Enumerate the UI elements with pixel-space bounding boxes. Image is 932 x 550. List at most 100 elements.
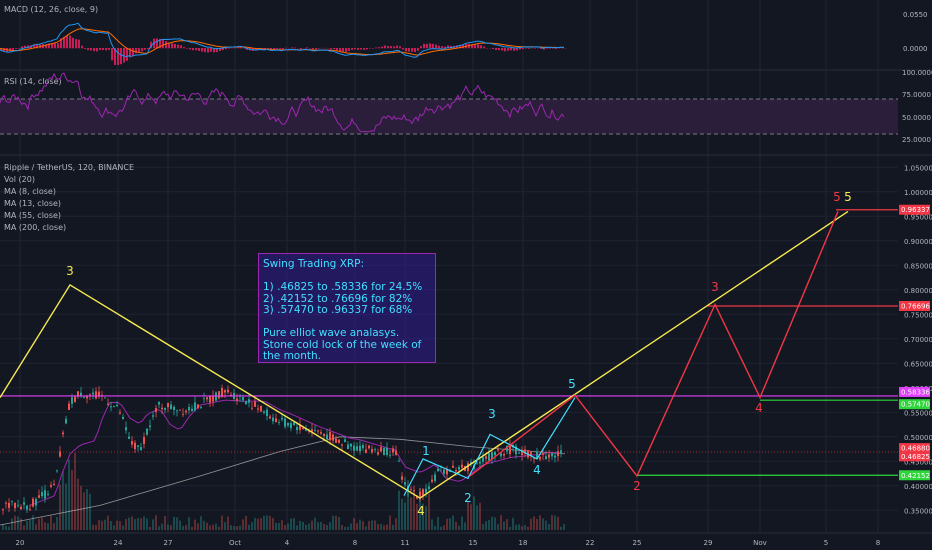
volume-bar xyxy=(71,469,73,530)
candle-body xyxy=(20,506,22,510)
volume-bar xyxy=(164,515,166,530)
candle-body xyxy=(353,445,355,451)
macd-histogram-bar xyxy=(441,46,443,49)
volume-bar xyxy=(542,518,544,530)
candle-body xyxy=(80,392,82,397)
price-tag xyxy=(899,300,930,311)
candle-body xyxy=(65,418,67,424)
yellow-wave-line[interactable] xyxy=(0,210,849,499)
candle-body xyxy=(104,397,106,399)
volume-bar xyxy=(536,518,538,530)
candle-body xyxy=(110,406,112,408)
volume-bar xyxy=(137,517,139,530)
volume-bar xyxy=(110,520,112,530)
legend-item[interactable]: MA (55, close) xyxy=(4,211,61,220)
wave-label-yellow: 4 xyxy=(417,504,425,518)
volume-bar xyxy=(299,520,301,530)
macd-histogram-bar xyxy=(330,48,332,50)
candle-body xyxy=(410,489,412,491)
candle-body xyxy=(545,456,547,460)
wave-labels: 3 4 5 1 2 3 4 5 2 3 4 5 xyxy=(66,190,852,518)
candle-body xyxy=(320,432,322,434)
volume-bar xyxy=(401,498,403,530)
volume-bar xyxy=(230,525,232,530)
volume-bar xyxy=(503,521,505,530)
candle-body xyxy=(413,490,415,492)
volume-bar xyxy=(5,525,7,530)
candle-body xyxy=(332,434,334,441)
legend-item[interactable]: Ripple / TetherUS, 120, BINANCE xyxy=(4,163,134,172)
candle-body xyxy=(125,427,127,431)
horizontal-levels[interactable] xyxy=(0,209,898,476)
wave-drawings[interactable] xyxy=(0,210,849,499)
legend-item[interactable]: MA (8, close) xyxy=(4,187,56,196)
legend-item[interactable]: Vol (20) xyxy=(4,175,35,184)
macd-histogram-bar xyxy=(513,48,515,51)
candle-body xyxy=(38,495,40,498)
price-tick: 1.00000 xyxy=(904,189,932,197)
volume-bar xyxy=(239,525,241,530)
price-tick: 0.90000 xyxy=(904,238,932,246)
volume-bar xyxy=(194,519,196,530)
macd-histogram-bar xyxy=(348,48,350,51)
price-tick: 1.05000 xyxy=(904,164,932,172)
macd-histogram-bar xyxy=(510,48,512,51)
macd-histogram-bar xyxy=(294,47,296,49)
candle-body xyxy=(254,401,256,407)
candle-body xyxy=(482,457,484,462)
volume-bar xyxy=(251,522,253,530)
volume-bar xyxy=(254,517,256,530)
volume-bar xyxy=(203,520,205,530)
candle-body xyxy=(17,504,19,506)
macd-histogram-bar xyxy=(99,48,101,51)
volume-bar xyxy=(296,525,298,530)
volume-bar xyxy=(113,525,115,530)
macd-histogram-bar xyxy=(357,48,359,50)
volume-bar xyxy=(506,519,508,530)
date-axis[interactable]: 20 24 27 Oct 4 8 11 15 18 22 25 29 Nov 5 8 xyxy=(0,532,932,547)
macd-histogram-bar xyxy=(90,48,92,51)
volume-bar xyxy=(485,521,487,530)
legend-item[interactable]: MA (200, close) xyxy=(4,223,66,232)
macd-histogram-bar xyxy=(366,48,368,50)
macd-histogram-bar xyxy=(81,45,83,49)
candle-body xyxy=(272,417,274,422)
macd-histogram-bar xyxy=(414,48,416,53)
volume-bar xyxy=(332,515,334,530)
macd-histogram-bar xyxy=(360,48,362,50)
volume-bar xyxy=(98,519,100,530)
volume-bar xyxy=(515,524,517,530)
red-projection-line[interactable] xyxy=(469,211,839,478)
candle-body xyxy=(203,398,205,400)
volume-bar xyxy=(521,526,523,530)
volume-bar xyxy=(161,523,163,530)
volume-bar xyxy=(245,515,247,530)
candle-body xyxy=(119,412,121,414)
rsi-tick-75: 75.0000 xyxy=(902,91,931,99)
macd-histogram-bar xyxy=(72,37,74,49)
cyan-wave-line[interactable] xyxy=(403,397,576,496)
volume-bar xyxy=(353,517,355,530)
macd-histogram-bar xyxy=(447,45,449,49)
legend-item[interactable]: MA (13, close) xyxy=(4,199,61,208)
macd-histogram-bar xyxy=(240,47,242,49)
wave-label-red: 5 xyxy=(833,190,841,204)
wave-label-cyan: 5 xyxy=(568,377,576,391)
macd-histogram-bar xyxy=(282,48,284,50)
candle-body xyxy=(209,396,211,403)
macd-histogram-bar xyxy=(66,35,68,49)
rsi-pane: RSI (14, close) 100.0000 75.0000 50.0000… xyxy=(0,69,932,144)
candle-body xyxy=(557,451,559,457)
volume-bar xyxy=(413,493,415,530)
swing-trading-note[interactable]: Swing Trading XRP: 1) .46825 to .58336 fo… xyxy=(258,253,436,363)
macd-histogram-bar xyxy=(147,48,149,50)
volume-bar xyxy=(293,518,295,530)
volume-bar xyxy=(491,516,493,530)
candle-body xyxy=(269,416,271,419)
volume-bar xyxy=(446,518,448,530)
candle-body xyxy=(344,439,346,443)
candle-body xyxy=(515,446,517,455)
volume-bar xyxy=(173,516,175,530)
macd-pane: MACD (12, 26, close, 9) 0.0550 0.0000 xyxy=(0,5,928,65)
